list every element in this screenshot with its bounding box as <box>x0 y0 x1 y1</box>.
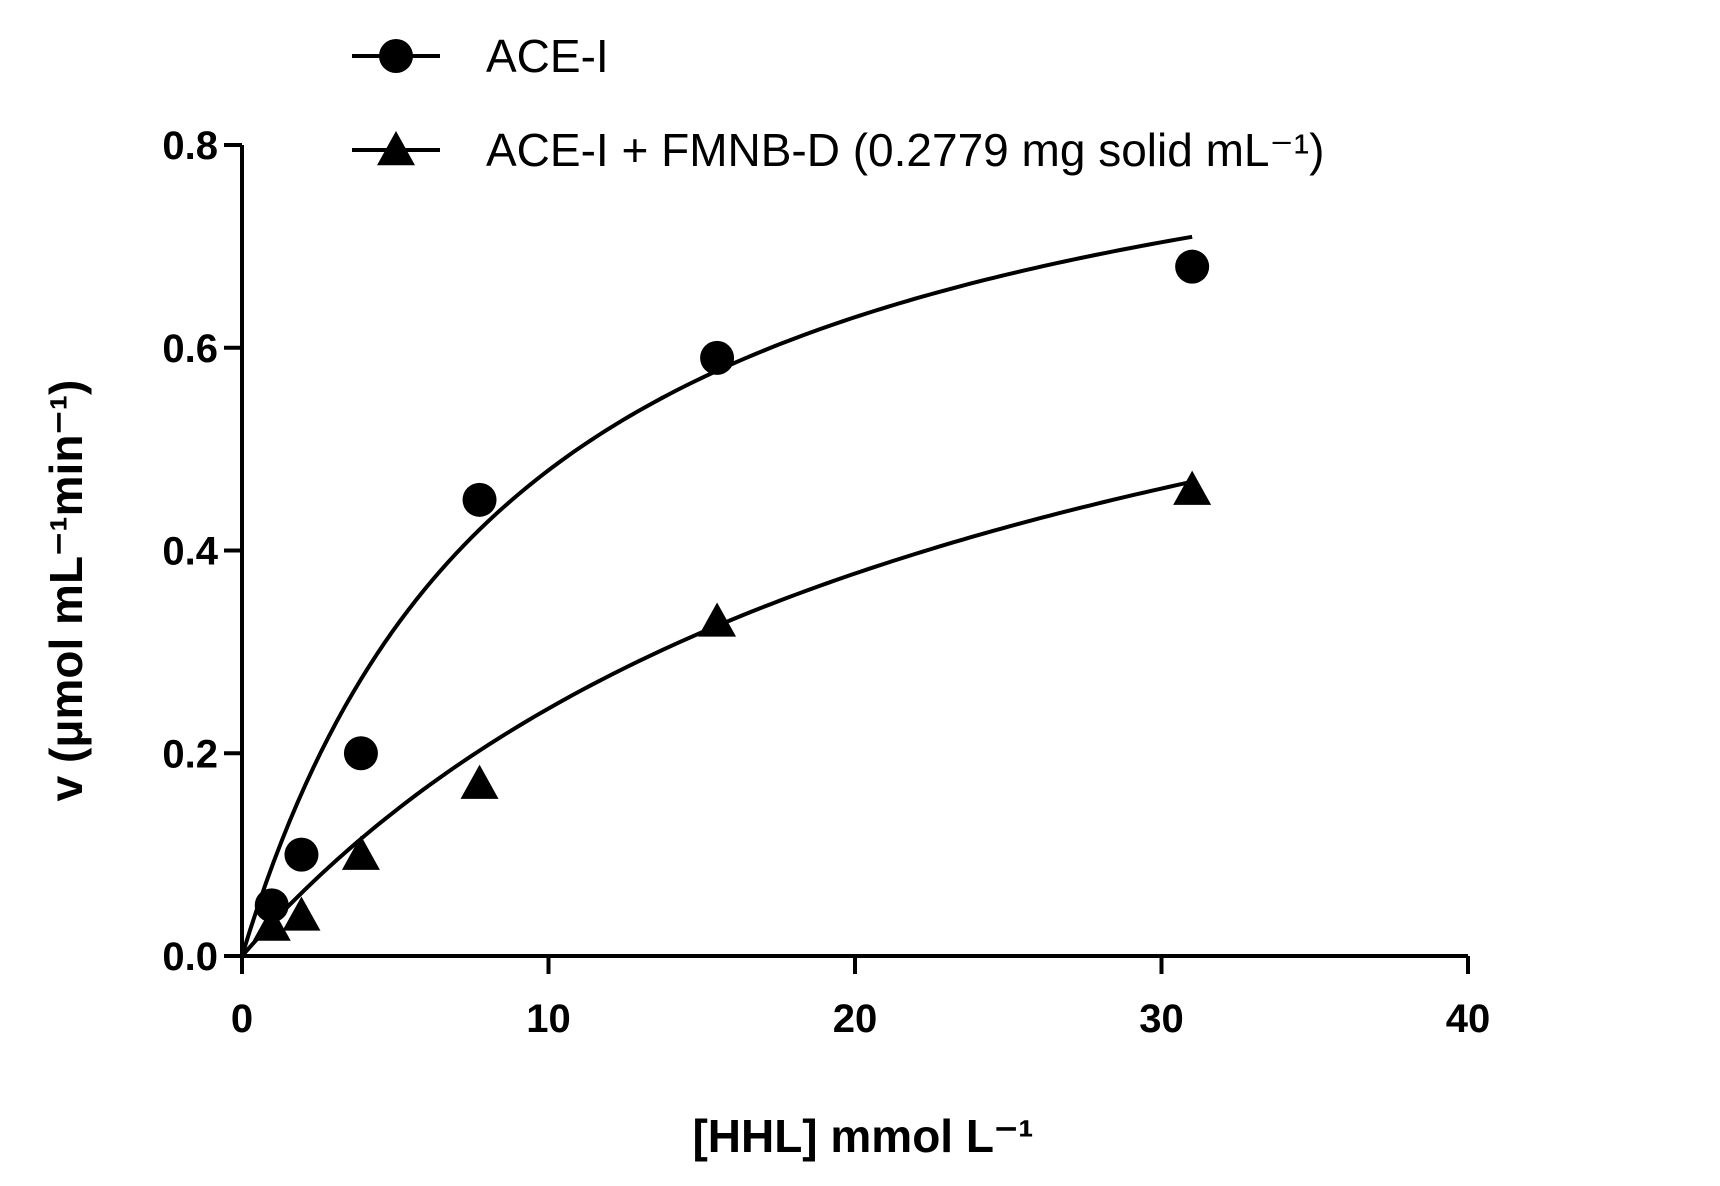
x-tick-label: 0 <box>231 997 253 1041</box>
data-point-series-1 <box>284 837 319 872</box>
legend-marker <box>379 39 413 73</box>
legend-label: ACE-I <box>486 30 609 82</box>
y-tick-label: 0.6 <box>162 327 218 371</box>
y-tick-label: 0.0 <box>162 935 218 979</box>
data-point-series-1 <box>462 482 497 517</box>
data-point-series-1 <box>700 340 735 375</box>
data-point-series-1 <box>343 736 378 771</box>
legend-marker <box>377 131 415 166</box>
legend: ACE-I ACE-I + FMNB-D (0.2779 mg solid mL⁻… <box>352 30 1324 176</box>
data-point-series-2 <box>1173 470 1212 505</box>
axes: 0.0 0.2 0.4 0.6 0.8 0 10 20 30 40 <box>162 124 1490 1041</box>
y-axis-title: v (μmol mL⁻¹min⁻¹) <box>40 380 92 802</box>
data-point-series-2 <box>252 906 291 941</box>
x-axis-title: [HHL] mmol L⁻¹ <box>692 1110 1033 1162</box>
data-point-series-2 <box>341 835 380 870</box>
y-tick-label: 0.8 <box>162 124 218 168</box>
x-tick-label: 10 <box>526 997 571 1041</box>
y-tick-label: 0.4 <box>162 530 218 574</box>
data-point-series-2 <box>282 896 321 931</box>
legend-label: ACE-I + FMNB-D (0.2779 mg solid mL⁻¹) <box>486 124 1324 176</box>
x-tick-label: 40 <box>1446 997 1491 1041</box>
data-point-series-1 <box>254 888 289 923</box>
fit-curve-series-2 <box>240 479 1193 958</box>
data-point-series-1 <box>1175 249 1210 284</box>
data-point-series-2 <box>698 602 737 637</box>
x-tick-label: 20 <box>833 997 878 1041</box>
data-points <box>252 249 1212 941</box>
data-point-series-2 <box>460 764 499 799</box>
y-tick-label: 0.2 <box>162 732 218 776</box>
x-tick-label: 30 <box>1139 997 1184 1041</box>
